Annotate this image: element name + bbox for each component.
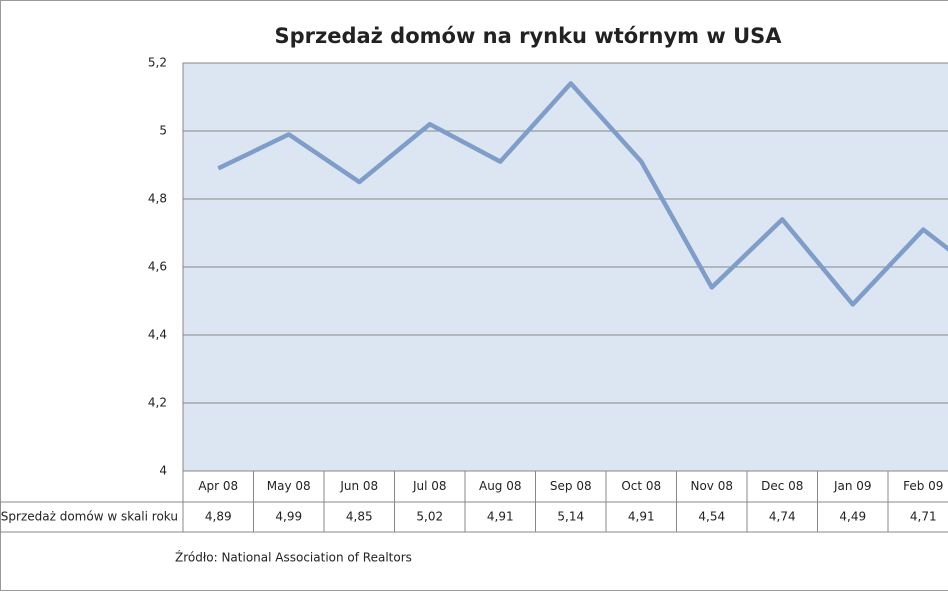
x-tick-label: Oct 08	[621, 479, 661, 493]
data-label: 4,74	[769, 510, 796, 524]
data-label: 4,91	[628, 510, 655, 524]
x-tick-label: Apr 08	[198, 479, 238, 493]
y-tick-label: 5	[159, 124, 167, 138]
series-line	[217, 81, 948, 307]
y-tick-label: 4,6	[148, 260, 167, 274]
x-tick-label: Jun 08	[339, 479, 378, 493]
x-tick-label: Dec 08	[761, 479, 803, 493]
data-label: 4,49	[839, 510, 866, 524]
x-tick-label: Jul 08	[412, 479, 447, 493]
x-tick-label: Nov 08	[690, 479, 733, 493]
data-label: 4,89	[205, 510, 232, 524]
x-tick-label: Feb 09	[903, 479, 943, 493]
y-tick-label: 4,4	[148, 328, 167, 342]
data-label: 5,14	[557, 510, 584, 524]
data-label: 4,91	[487, 510, 514, 524]
data-label: 4,99	[275, 510, 302, 524]
legend-label: Sprzedaż domów w skali roku	[1, 510, 178, 524]
x-tick-label: Aug 08	[479, 479, 522, 493]
y-tick-label: 5,2	[148, 56, 167, 70]
source-note: Źródło: National Association of Realtors	[175, 550, 412, 565]
data-label: 4,54	[698, 510, 725, 524]
y-tick-label: 4	[159, 464, 167, 478]
data-label: 5,02	[416, 510, 443, 524]
data-label: 4,71	[910, 510, 937, 524]
y-tick-label: 4,2	[148, 396, 167, 410]
x-tick-label: May 08	[267, 479, 311, 493]
data-label: 4,85	[346, 510, 373, 524]
x-tick-label: Jan 09	[833, 479, 872, 493]
x-tick-label: Sep 08	[550, 479, 592, 493]
chart-title: Sprzedaż domów na rynku wtórnym w USA	[274, 24, 782, 48]
y-tick-label: 4,8	[148, 192, 167, 206]
